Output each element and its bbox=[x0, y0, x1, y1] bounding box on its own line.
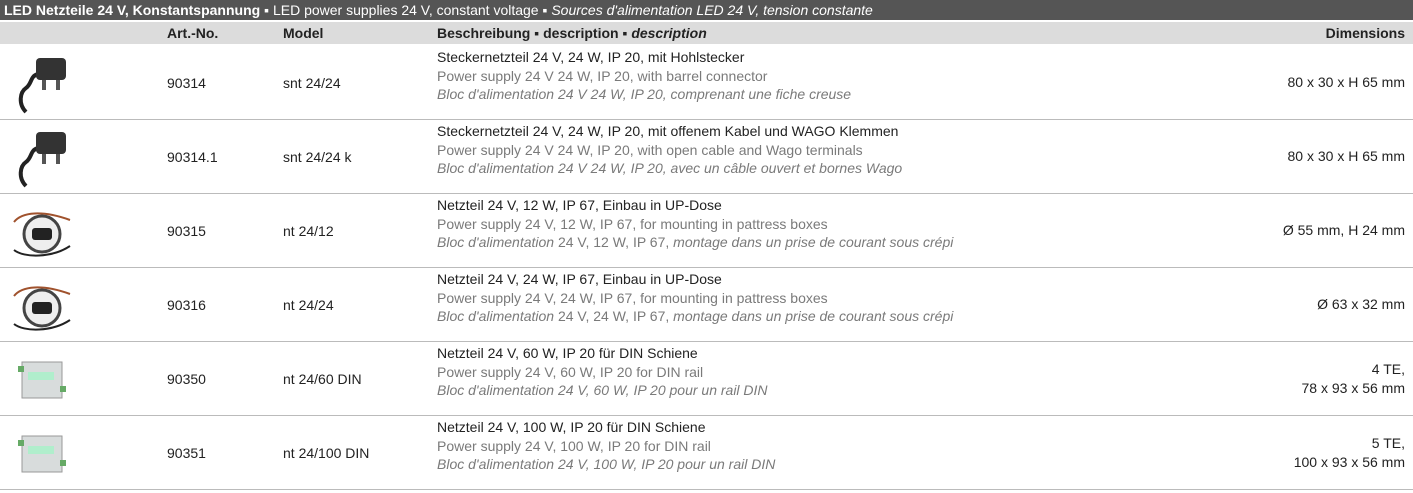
description-en: Power supply 24 V, 100 W, IP 20 for DIN … bbox=[437, 437, 775, 456]
dimensions: Ø 55 mm, H 24 mm bbox=[1283, 194, 1405, 267]
description-en: Power supply 24 V, 12 W, IP 67, for moun… bbox=[437, 215, 953, 234]
product-image bbox=[12, 424, 72, 487]
dimension-line: 80 x 30 x H 65 mm bbox=[1288, 147, 1406, 166]
description-de: Netzteil 24 V, 60 W, IP 20 für DIN Schie… bbox=[437, 344, 768, 363]
dimension-line: 100 x 93 x 56 mm bbox=[1294, 453, 1405, 472]
column-label: Model bbox=[283, 22, 323, 44]
title-bar: LED Netzteile 24 V, Konstantspannung ▪ L… bbox=[0, 0, 1413, 20]
text-segment: Sources d'alimentation LED 24 V, tension… bbox=[551, 2, 873, 18]
text-segment: 24 V, 12 W, IP 67, bbox=[554, 234, 673, 250]
dimensions: 4 TE,78 x 93 x 56 mm bbox=[1302, 342, 1406, 415]
model: nt 24/24 bbox=[283, 268, 334, 341]
dimension-line: 5 TE, bbox=[1372, 434, 1405, 453]
art-no: 90351 bbox=[167, 416, 206, 489]
product-icon bbox=[12, 350, 72, 410]
column-header: Art.-No. Model Beschreibung ▪ descriptio… bbox=[0, 22, 1413, 44]
text-segment: Bloc d'alimentation 24 V 24 W, IP 20, co… bbox=[437, 86, 851, 102]
description: Netzteil 24 V, 100 W, IP 20 für DIN Schi… bbox=[437, 418, 775, 474]
product-image bbox=[12, 350, 72, 413]
description: Netzteil 24 V, 60 W, IP 20 für DIN Schie… bbox=[437, 344, 768, 400]
text-segment: Bloc d'alimentation bbox=[437, 308, 554, 324]
text-segment: description bbox=[631, 25, 706, 41]
column-label: Beschreibung ▪ description ▪ description bbox=[437, 22, 707, 44]
text-segment: montage dans un prise de courant sous cr… bbox=[673, 234, 953, 250]
product-image bbox=[12, 54, 72, 117]
dimension-line: 78 x 93 x 56 mm bbox=[1302, 379, 1406, 398]
dimensions: 5 TE,100 x 93 x 56 mm bbox=[1294, 416, 1405, 489]
table-row: 90315 nt 24/12 Netzteil 24 V, 12 W, IP 67,… bbox=[0, 194, 1413, 268]
product-image bbox=[12, 202, 72, 265]
description-en: Power supply 24 V, 24 W, IP 67, for moun… bbox=[437, 289, 953, 308]
dimension-line: Ø 63 x 32 mm bbox=[1317, 295, 1405, 314]
dimension-line: 80 x 30 x H 65 mm bbox=[1288, 73, 1406, 92]
description-fr: Bloc d'alimentation 24 V, 12 W, IP 67, m… bbox=[437, 233, 953, 252]
description-de: Netzteil 24 V, 12 W, IP 67, Einbau in UP… bbox=[437, 196, 953, 215]
text-segment: Bloc d'alimentation bbox=[437, 234, 554, 250]
model: snt 24/24 bbox=[283, 46, 341, 119]
description-fr: Bloc d'alimentation 24 V, 60 W, IP 20 po… bbox=[437, 381, 768, 400]
product-icon bbox=[12, 128, 72, 188]
description-fr: Bloc d'alimentation 24 V 24 W, IP 20, av… bbox=[437, 159, 902, 178]
model: nt 24/12 bbox=[283, 194, 334, 267]
text-segment: montage dans un prise de courant sous cr… bbox=[673, 308, 953, 324]
text-segment: Bloc d'alimentation 24 V, 60 W, IP 20 po… bbox=[437, 382, 768, 398]
table-row: 90314.1 snt 24/24 k Steckernetzteil 24 V, … bbox=[0, 120, 1413, 194]
table-row: 90350 nt 24/60 DIN Netzteil 24 V, 60 W, IP… bbox=[0, 342, 1413, 416]
table-row: 90314 snt 24/24 Steckernetzteil 24 V, 24 W… bbox=[0, 46, 1413, 120]
dimensions: 80 x 30 x H 65 mm bbox=[1288, 120, 1406, 193]
column-label: Art.-No. bbox=[167, 22, 218, 44]
description-fr: Bloc d'alimentation 24 V, 100 W, IP 20 p… bbox=[437, 455, 775, 474]
dimensions: Ø 63 x 32 mm bbox=[1317, 268, 1405, 341]
art-no: 90314.1 bbox=[167, 120, 218, 193]
dimension-line: 4 TE, bbox=[1372, 360, 1405, 379]
art-no: 90350 bbox=[167, 342, 206, 415]
dimension-line: Ø 55 mm, H 24 mm bbox=[1283, 221, 1405, 240]
art-no: 90314 bbox=[167, 46, 206, 119]
text-segment: Bloc d'alimentation 24 V, 100 W, IP 20 p… bbox=[437, 456, 775, 472]
text-segment: ▪ LED power supplies 24 V, constant volt… bbox=[260, 2, 551, 18]
description-en: Power supply 24 V 24 W, IP 20, with barr… bbox=[437, 67, 851, 86]
page: LED Netzteile 24 V, Konstantspannung ▪ L… bbox=[0, 0, 1413, 493]
art-no: 90316 bbox=[167, 268, 206, 341]
description: Netzteil 24 V, 12 W, IP 67, Einbau in UP… bbox=[437, 196, 953, 252]
product-icon bbox=[12, 276, 72, 336]
product-icon bbox=[12, 202, 72, 262]
art-no: 90315 bbox=[167, 194, 206, 267]
table-row: 90351 nt 24/100 DIN Netzteil 24 V, 100 W, … bbox=[0, 416, 1413, 490]
description: Steckernetzteil 24 V, 24 W, IP 20, mit o… bbox=[437, 122, 902, 178]
description: Netzteil 24 V, 24 W, IP 67, Einbau in UP… bbox=[437, 270, 953, 326]
description-fr: Bloc d'alimentation 24 V 24 W, IP 20, co… bbox=[437, 85, 851, 104]
description-de: Steckernetzteil 24 V, 24 W, IP 20, mit H… bbox=[437, 48, 851, 67]
text-segment: LED Netzteile 24 V, Konstantspannung bbox=[4, 2, 260, 18]
text-segment: 24 V, 24 W, IP 67, bbox=[554, 308, 673, 324]
description: Steckernetzteil 24 V, 24 W, IP 20, mit H… bbox=[437, 48, 851, 104]
model: nt 24/60 DIN bbox=[283, 342, 362, 415]
product-icon bbox=[12, 54, 72, 114]
description-en: Power supply 24 V, 60 W, IP 20 for DIN r… bbox=[437, 363, 768, 382]
description-de: Steckernetzteil 24 V, 24 W, IP 20, mit o… bbox=[437, 122, 902, 141]
model: nt 24/100 DIN bbox=[283, 416, 369, 489]
product-image bbox=[12, 276, 72, 339]
dimensions: 80 x 30 x H 65 mm bbox=[1288, 46, 1406, 119]
text-segment: Beschreibung bbox=[437, 25, 530, 41]
column-label: Dimensions bbox=[1326, 22, 1405, 44]
product-icon bbox=[12, 424, 72, 484]
model: snt 24/24 k bbox=[283, 120, 352, 193]
description-de: Netzteil 24 V, 24 W, IP 67, Einbau in UP… bbox=[437, 270, 953, 289]
text-segment: ▪ description ▪ bbox=[530, 25, 631, 41]
table-row: 90316 nt 24/24 Netzteil 24 V, 24 W, IP 67,… bbox=[0, 268, 1413, 342]
description-fr: Bloc d'alimentation 24 V, 24 W, IP 67, m… bbox=[437, 307, 953, 326]
product-image bbox=[12, 128, 72, 191]
description-en: Power supply 24 V 24 W, IP 20, with open… bbox=[437, 141, 902, 160]
description-de: Netzteil 24 V, 100 W, IP 20 für DIN Schi… bbox=[437, 418, 775, 437]
text-segment: Bloc d'alimentation 24 V 24 W, IP 20, av… bbox=[437, 160, 902, 176]
